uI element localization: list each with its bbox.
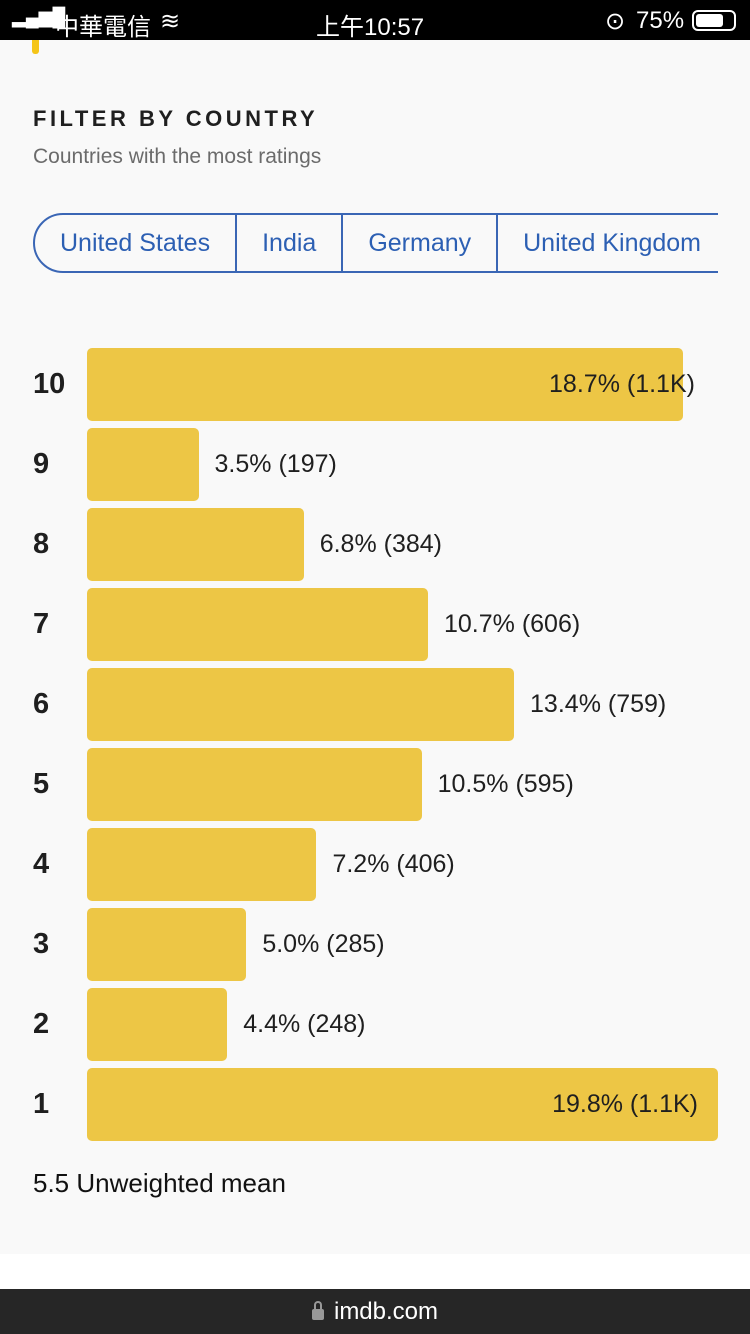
- unweighted-mean: 5.5 Unweighted mean: [33, 1168, 286, 1198]
- rating-bar[interactable]: [87, 428, 199, 501]
- rating-label: 10: [33, 368, 66, 400]
- rating-label: 6: [33, 688, 50, 720]
- bar-value-label: 6.8% (384): [319, 530, 442, 558]
- tab-germany[interactable]: Germany: [343, 213, 499, 273]
- rating-label: 7: [33, 608, 50, 640]
- rotation-lock-icon: ⊙: [605, 8, 626, 35]
- rating-bar[interactable]: [87, 508, 304, 581]
- tab-united-states[interactable]: United States: [33, 213, 238, 273]
- battery-icon: [692, 10, 736, 31]
- rating-bar[interactable]: [87, 748, 422, 821]
- url-text: imdb.com: [333, 1298, 439, 1325]
- clock: 上午10:57: [316, 14, 425, 41]
- section-accent: [32, 40, 39, 54]
- signal-icon: ▂▄▆█: [12, 7, 66, 27]
- url-bar[interactable]: imdb.com: [0, 1289, 750, 1334]
- bar-value-label: 13.4% (759): [530, 690, 667, 718]
- rating-label: 1: [33, 1088, 50, 1120]
- status-bar: ▂▄▆█ 中華電信 ≋ 上午10:57 ⊙ 75%: [0, 0, 750, 41]
- filter-subtitle: Countries with the most ratings: [33, 145, 322, 168]
- bar-value-label: 19.8% (1.1K): [552, 1090, 698, 1118]
- tab-united-kingdom[interactable]: United Kingdom: [498, 213, 718, 273]
- rating-label: 8: [33, 528, 50, 560]
- lock-icon: [311, 1301, 324, 1320]
- rating-bar[interactable]: [87, 1068, 718, 1141]
- rating-bar[interactable]: [87, 348, 683, 421]
- rating-bar[interactable]: [87, 588, 428, 661]
- bar-value-label: 18.7% (1.1K): [549, 370, 695, 398]
- rating-label: 3: [33, 928, 50, 960]
- bar-value-label: 5.0% (285): [262, 930, 385, 958]
- rating-label: 4: [33, 848, 50, 880]
- bar-value-label: 3.5% (197): [214, 450, 337, 478]
- carrier: 中華電信: [55, 14, 151, 41]
- ratings-section: FILTER BY COUNTRY Countries with the mos…: [0, 40, 750, 1254]
- battery-percent: 75%: [636, 7, 685, 34]
- wifi-icon: ≋: [160, 8, 181, 35]
- rating-bar[interactable]: [87, 988, 228, 1061]
- rating-label: 2: [33, 1008, 50, 1040]
- rating-bar[interactable]: [87, 668, 515, 741]
- tab-india[interactable]: India: [237, 213, 344, 273]
- country-tabs: United States India Germany United Kingdom: [33, 213, 718, 273]
- rating-bar[interactable]: [87, 908, 247, 981]
- rating-label: 9: [33, 448, 50, 480]
- rating-bar[interactable]: [87, 828, 317, 901]
- filter-title: FILTER BY COUNTRY: [33, 106, 319, 131]
- bar-value-label: 7.2% (406): [332, 850, 455, 878]
- bar-value-label: 10.5% (595): [437, 770, 574, 798]
- rating-label: 5: [33, 768, 50, 800]
- bar-value-label: 4.4% (248): [243, 1010, 366, 1038]
- bar-value-label: 10.7% (606): [443, 610, 581, 638]
